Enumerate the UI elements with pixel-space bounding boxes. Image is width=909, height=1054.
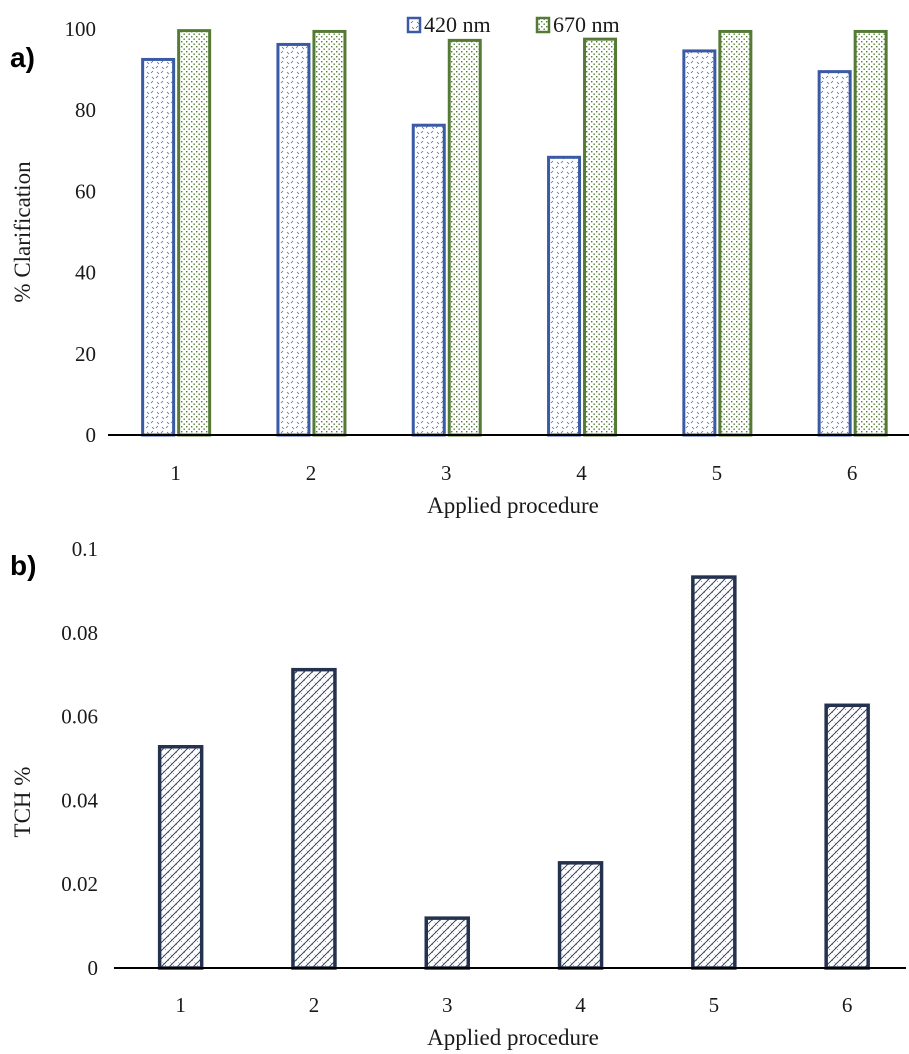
panel-a-x-tick-label: 6: [847, 461, 858, 485]
bar-420nm-1: [141, 57, 176, 437]
panel-b-y-ticks: 0 0.02 0.04 0.06 0.08 0.1: [61, 537, 98, 980]
panel-a-x-tick-label: 1: [170, 461, 181, 485]
panel-a-y-ticks: 0 20 40 60 80 100: [65, 17, 97, 447]
panel-b-x-tick-label: 6: [842, 993, 853, 1017]
panel-b: b) TCH % Applied procedure 0 0.02 0.04 0.06…: [10, 537, 906, 1050]
panel-a-label: a): [10, 42, 35, 73]
bar-670nm-6: [853, 29, 888, 437]
bar-420nm-4: [547, 155, 582, 437]
bar-tch-3: [424, 916, 470, 970]
legend-swatch-670: [535, 16, 551, 34]
bar-tch-1: [157, 745, 204, 970]
panel-a-x-ticks: 1 2 3 4 5 6: [170, 461, 857, 485]
panel-a-x-tick-label: 2: [306, 461, 317, 485]
panel-b-label: b): [10, 550, 36, 581]
panel-b-y-tick-label: 0.04: [61, 788, 98, 812]
bar-670nm-5: [718, 29, 753, 437]
panel-a-x-tick-label: 4: [576, 461, 587, 485]
panel-a-x-tick-label: 3: [441, 461, 452, 485]
panel-b-x-tick-label: 5: [709, 993, 720, 1017]
bar-tch-6: [824, 703, 870, 970]
bar-670nm-2: [312, 29, 347, 437]
panel-b-y-tick-label: 0.08: [61, 621, 98, 645]
panel-a-y-tick-label: 0: [86, 423, 97, 447]
panel-a-y-tick-label: 80: [75, 98, 96, 122]
panel-a-y-tick-label: 100: [65, 17, 97, 41]
bar-670nm-1: [177, 29, 212, 437]
bar-670nm-3: [447, 38, 482, 437]
panel-b-x-tick-label: 2: [309, 993, 320, 1017]
panel-a-y-tick-label: 40: [75, 261, 96, 285]
panel-b-y-tick-label: 0: [88, 956, 99, 980]
panel-a-x-tick-label: 5: [712, 461, 723, 485]
panel-a-legend: 420 nm 670 nm: [406, 12, 620, 37]
panel-b-x-tick-label: 3: [442, 993, 453, 1017]
panel-b-x-tick-label: 4: [575, 993, 586, 1017]
panel-b-x-axis-title: Applied procedure: [427, 1025, 599, 1050]
panel-b-y-tick-label: 0.1: [72, 537, 98, 561]
legend-label-420: 420 nm: [424, 12, 491, 37]
bar-tch-2: [291, 667, 337, 970]
panel-a-y-tick-label: 60: [75, 179, 96, 203]
panel-b-y-tick-label: 0.06: [61, 705, 98, 729]
bar-tch-5: [691, 575, 737, 970]
panel-a-x-axis-title: Applied procedure: [427, 493, 599, 518]
bar-670nm-4: [583, 37, 618, 437]
legend-label-670: 670 nm: [553, 12, 620, 37]
panel-b-y-axis-title: TCH %: [10, 767, 35, 838]
panel-b-x-tick-label: 1: [175, 993, 186, 1017]
bar-420nm-3: [411, 123, 446, 437]
panel-a-y-tick-label: 20: [75, 342, 96, 366]
panel-a-bars: [141, 29, 888, 437]
panel-b-y-tick-label: 0.02: [61, 872, 98, 896]
panel-a-y-axis-title: % Clarification: [10, 161, 35, 303]
bar-420nm-6: [817, 70, 852, 437]
legend-swatch-420: [406, 16, 422, 34]
panel-b-x-ticks: 1 2 3 4 5 6: [175, 993, 852, 1017]
panel-b-bars: [157, 575, 870, 970]
bar-420nm-5: [682, 49, 717, 437]
bar-420nm-2: [276, 42, 311, 437]
panel-a: a) % Clarification Applied procedure 020…: [10, 12, 909, 518]
bar-tch-4: [557, 861, 604, 970]
